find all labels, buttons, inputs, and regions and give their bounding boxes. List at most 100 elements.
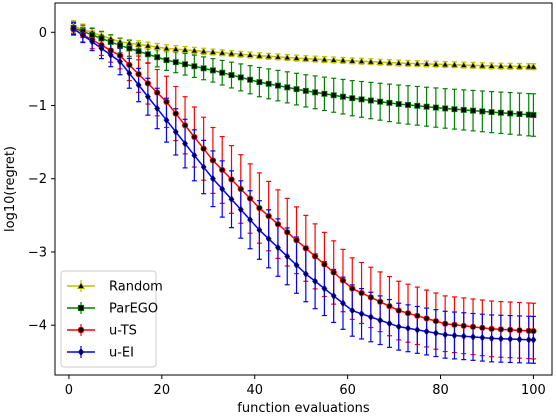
y-tick-label: −1: [28, 99, 47, 114]
random-marker: [199, 47, 208, 55]
random-marker: [376, 58, 385, 65]
u-ei-marker: [330, 292, 337, 300]
u-ts-marker: [181, 122, 189, 129]
random-marker: [469, 61, 477, 69]
random-marker: [441, 60, 450, 68]
parego-marker: [284, 84, 291, 91]
random-marker: [218, 48, 227, 56]
parego-marker: [340, 93, 346, 100]
u-ts-marker: [126, 61, 133, 69]
parego-marker: [135, 48, 142, 55]
u-ts-marker: [116, 52, 124, 59]
u-ts-marker: [284, 229, 291, 236]
parego-marker: [386, 99, 393, 106]
u-ei-marker: [219, 185, 226, 193]
random-marker: [515, 62, 524, 70]
u-ts-marker: [321, 261, 328, 268]
legend-box: [60, 270, 157, 368]
markers-layer: [69, 22, 538, 344]
random-marker: [487, 61, 496, 69]
parego-marker: [442, 105, 449, 112]
u-ei-marker: [284, 252, 291, 261]
parego-marker: [265, 80, 272, 87]
y-tick-label: −4: [28, 319, 47, 334]
u-ei-marker: [89, 37, 96, 46]
parego-marker: [358, 96, 365, 103]
parego-marker: [163, 57, 170, 64]
parego-marker: [470, 107, 476, 114]
parego-marker: [530, 112, 537, 118]
u-ei-marker: [395, 322, 402, 331]
parego-marker: [144, 51, 151, 58]
random-marker: [134, 40, 143, 48]
random-marker: [153, 43, 162, 50]
u-ei-marker: [349, 306, 356, 315]
u-ts-marker: [516, 327, 523, 334]
legend-label: u-EI: [109, 346, 134, 361]
legend-marker: [77, 304, 85, 312]
legend-marker: [77, 347, 85, 357]
legend-item-random: Random: [67, 280, 163, 295]
u-ei-marker: [405, 324, 411, 333]
u-ts-marker: [154, 89, 161, 96]
parego-marker: [117, 42, 123, 49]
parego-marker: [349, 95, 356, 102]
y-axis: 0 −1 −2 −3 −4: [28, 26, 55, 334]
legend-marker: [77, 326, 85, 334]
parego-marker: [98, 35, 105, 42]
y-tick-label: −2: [28, 172, 47, 187]
u-ei-marker: [144, 92, 151, 101]
u-ts-marker: [442, 320, 449, 327]
x-tick-label: 20: [154, 383, 171, 398]
parego-marker: [107, 38, 114, 45]
random-marker: [459, 61, 468, 68]
parego-marker: [460, 106, 467, 113]
u-ei-marker: [135, 81, 142, 89]
parego-marker: [367, 97, 374, 104]
u-ei-marker: [79, 31, 86, 40]
u-ts-marker: [507, 326, 514, 333]
legend-item-u-ts: u-TS: [67, 324, 137, 339]
random-marker: [320, 55, 329, 63]
u-ts-marker: [228, 176, 235, 183]
random-marker: [264, 52, 273, 60]
u-ts-marker: [349, 285, 356, 292]
u-ei-marker: [470, 333, 476, 341]
u-ei-marker: [377, 316, 384, 325]
u-ts-marker: [358, 289, 365, 297]
random-marker: [255, 51, 264, 59]
parego-marker: [312, 89, 319, 96]
random-marker: [497, 62, 505, 69]
u-ts-marker: [135, 71, 142, 78]
u-ei-marker: [358, 309, 365, 318]
u-ei-marker: [107, 51, 114, 59]
parego-marker: [182, 61, 189, 68]
parego-marker: [423, 103, 430, 110]
random-marker: [171, 45, 180, 52]
parego-marker: [377, 98, 384, 105]
legend-label: u-TS: [109, 324, 137, 339]
u-ts-marker: [423, 315, 430, 322]
legend-item-u-ei: u-EI: [67, 346, 134, 361]
parego-marker: [432, 104, 439, 111]
x-tick-label: 0: [65, 383, 73, 398]
u-ei-marker: [228, 195, 235, 204]
u-ts-marker: [479, 324, 486, 331]
random-marker: [181, 45, 189, 53]
u-ei-marker: [265, 234, 272, 243]
u-ts-marker: [386, 303, 393, 310]
random-marker: [450, 60, 459, 68]
u-ei-marker: [237, 205, 244, 214]
u-ts-marker: [311, 253, 319, 260]
u-ts-marker: [274, 221, 282, 228]
u-ei-marker: [432, 329, 439, 337]
u-ts-marker: [246, 195, 254, 202]
parego-marker: [228, 72, 235, 79]
u-ts-marker: [395, 307, 402, 314]
u-ei-marker: [414, 326, 421, 334]
random-marker: [404, 59, 412, 67]
u-ts-marker: [497, 326, 505, 333]
u-ts-marker: [451, 321, 458, 328]
random-marker: [274, 52, 282, 60]
